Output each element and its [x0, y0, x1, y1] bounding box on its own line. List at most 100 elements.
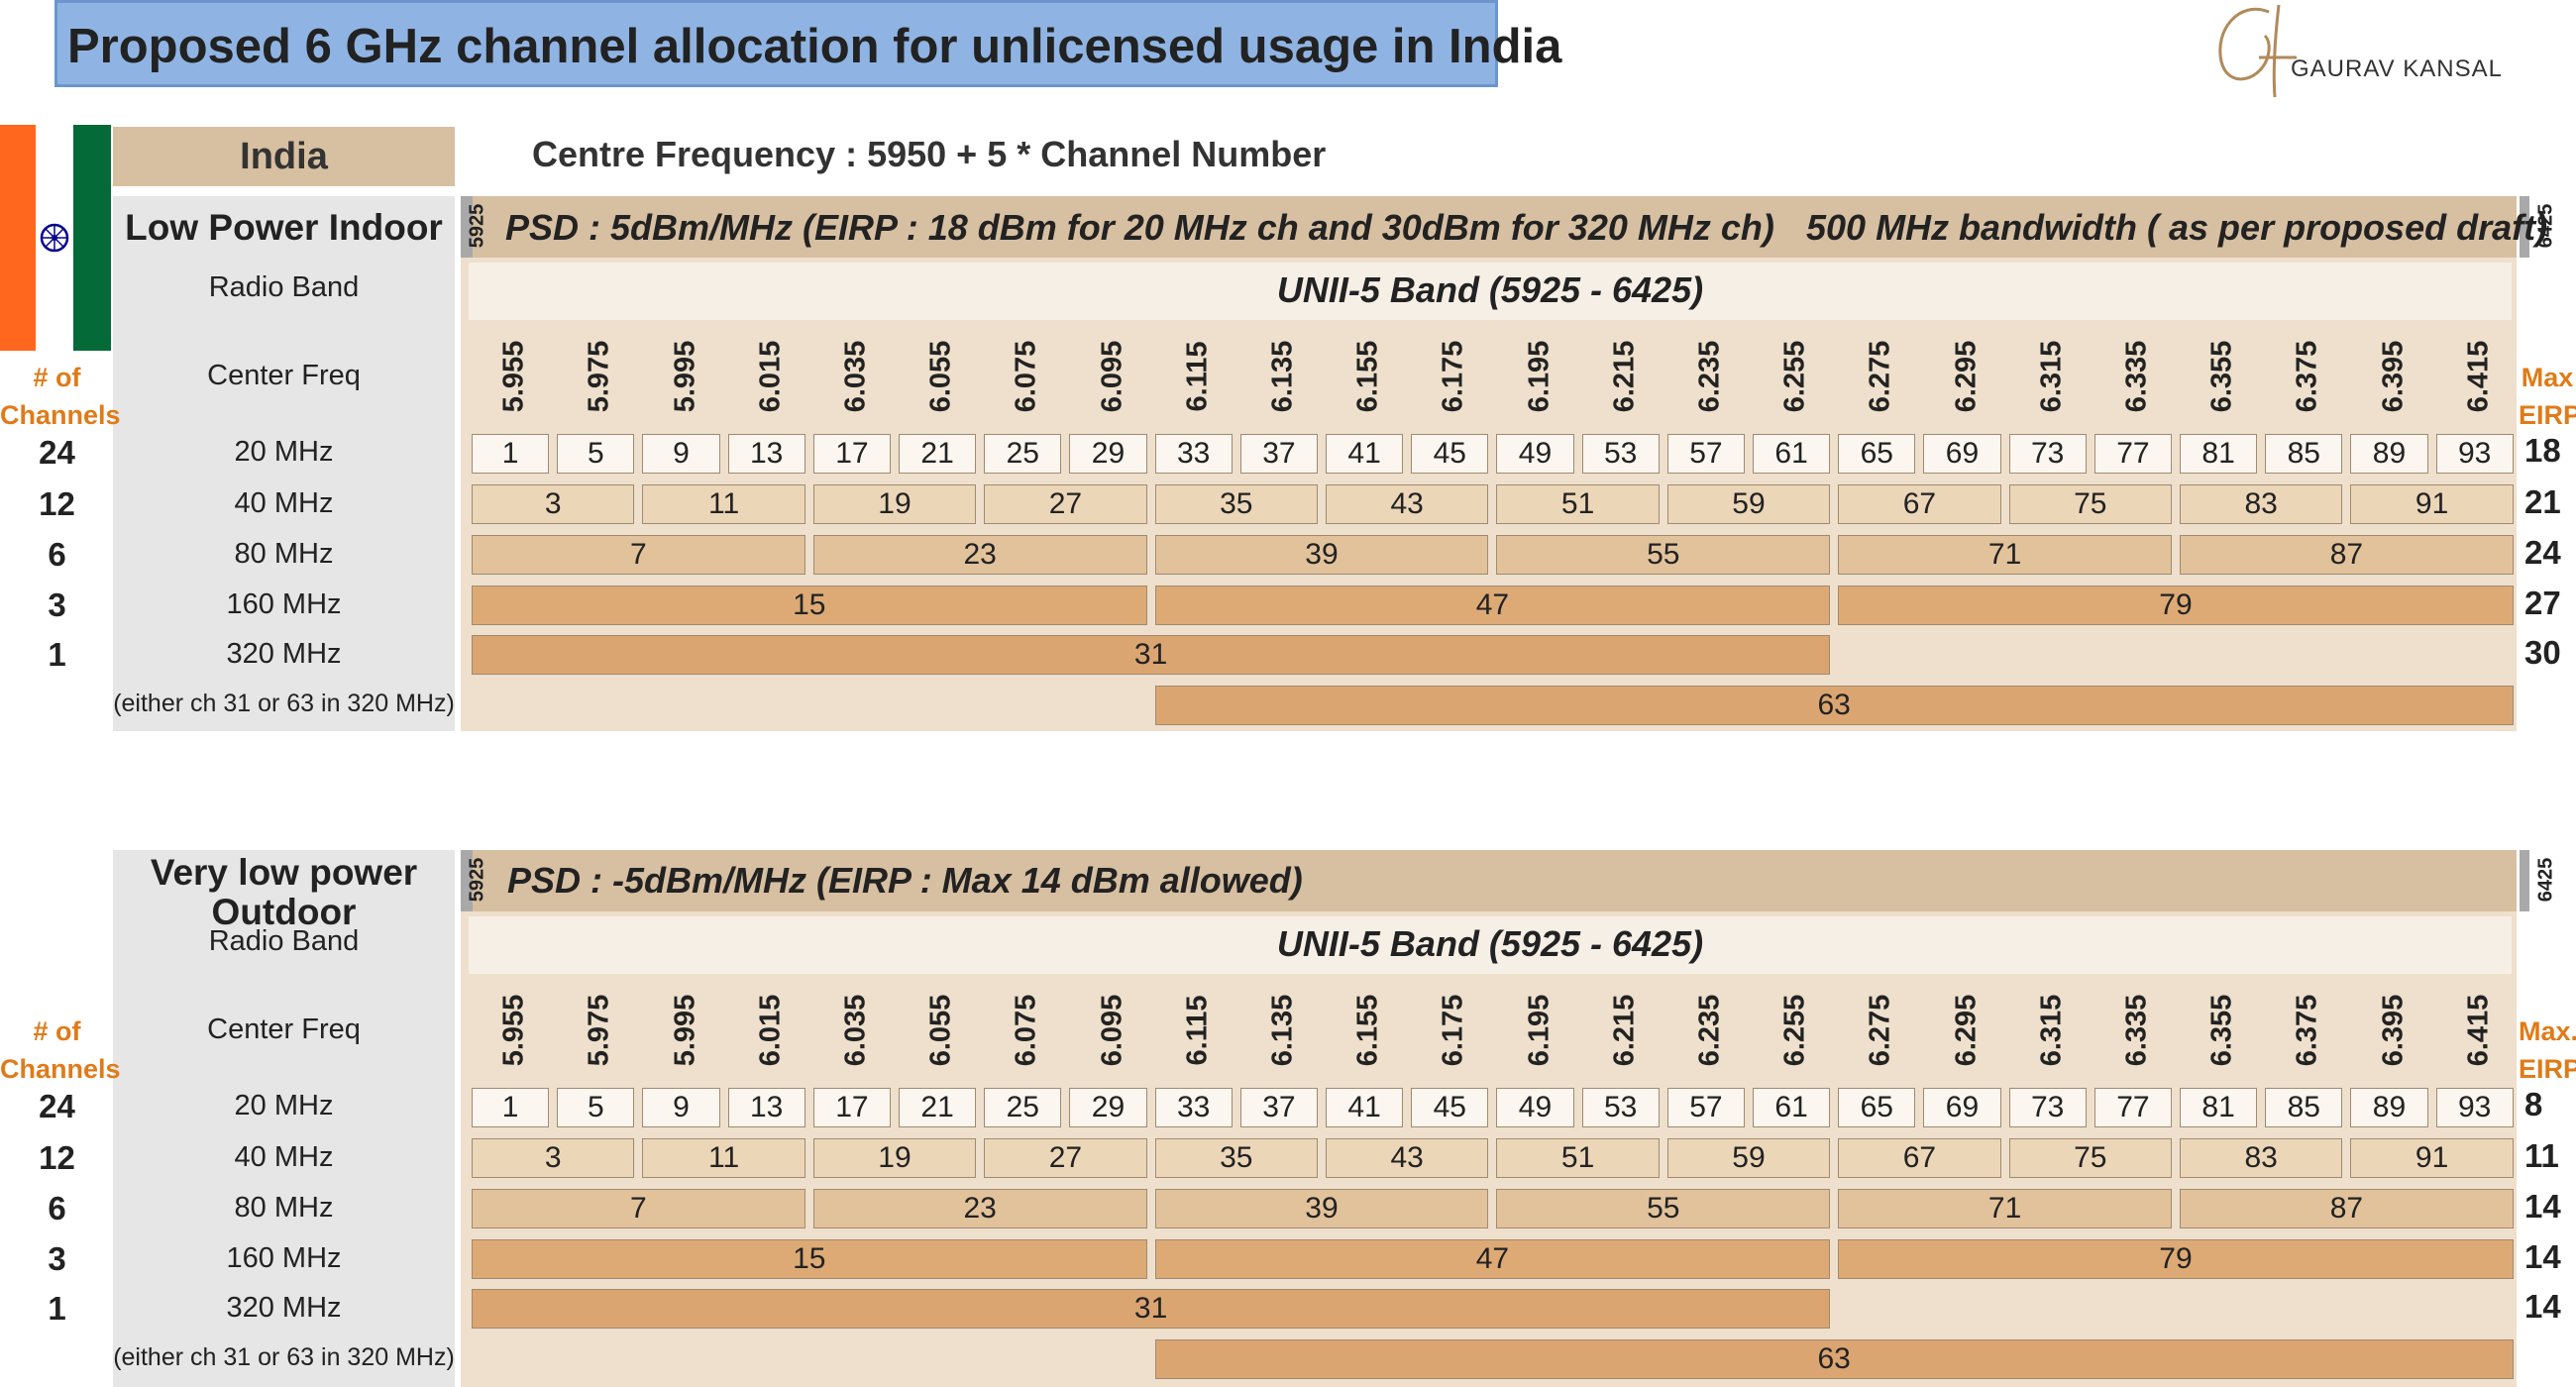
row-label-radio_band: Radio Band: [208, 925, 360, 957]
channel-count: 24: [39, 434, 75, 471]
channel-count-label-1: # of: [33, 363, 81, 392]
channel-20mhz: 5: [557, 434, 635, 474]
center-freq-label: 6.095: [1096, 994, 1127, 1067]
center-freq-label: 6.175: [1437, 994, 1469, 1067]
center-freq-label: 6.335: [2120, 994, 2153, 1067]
max-eirp-label-2: EIRP: [2519, 1054, 2576, 1084]
channel-320mhz: 31: [472, 1289, 1831, 1329]
channel-20mhz: 1: [472, 434, 550, 474]
channel-20mhz: 77: [2093, 1088, 2172, 1127]
center-freq-label: 6.215: [1608, 994, 1641, 1067]
channel-40mhz: 51: [1496, 1138, 1660, 1178]
channel-20mhz: 29: [1069, 1088, 1147, 1127]
row-label-mhz40: 40 MHz: [234, 487, 334, 519]
center-freq-label: 6.235: [1693, 994, 1726, 1067]
channel-20mhz: 25: [984, 434, 1062, 474]
channel-320mhz-alt: 63: [1154, 1339, 2514, 1379]
channel-20mhz: 37: [1239, 434, 1318, 474]
center-freq-label: 6.215: [1608, 340, 1641, 413]
channel-40mhz: 11: [642, 484, 805, 524]
center-freq-label: 6.415: [2462, 340, 2495, 413]
channel-20mhz: 53: [1581, 1088, 1660, 1127]
center-freq-label: 6.135: [1266, 340, 1299, 413]
channel-20mhz: 13: [727, 434, 805, 474]
channel-20mhz: 33: [1154, 1088, 1233, 1127]
channel-20mhz: 89: [2350, 434, 2428, 474]
channel-40mhz: 75: [2008, 1138, 2172, 1178]
band-name-bar: [469, 916, 2512, 974]
ashoka-chakra-icon: [40, 223, 69, 253]
channel-count-label-1: # of: [33, 1016, 81, 1046]
row-label-center_freq: Center Freq: [207, 360, 361, 391]
band-end-marker: [2520, 850, 2529, 911]
channel-20mhz: 37: [1239, 1088, 1318, 1127]
center-freq-label: 6.355: [2205, 994, 2238, 1067]
psd-text: PSD : -5dBm/MHz (EIRP : Max 14 dBm allow…: [507, 860, 1303, 901]
channel-40mhz: 59: [1666, 1138, 1831, 1178]
row-label-mhz20: 20 MHz: [234, 436, 334, 468]
channel-count: 12: [39, 485, 75, 522]
channel-20mhz: 21: [899, 434, 977, 474]
channel-20mhz: 21: [899, 1088, 977, 1127]
channel-80mhz: 71: [1838, 1189, 2172, 1228]
row-label-mhz320: 320 MHz: [226, 1292, 342, 1324]
channel-20mhz: 93: [2435, 1088, 2514, 1127]
channel-80mhz: 23: [812, 535, 1147, 575]
band-start-marker: [461, 850, 473, 911]
channel-80mhz: 7: [472, 535, 805, 575]
center-freq-label: 6.255: [1778, 340, 1811, 413]
centre-frequency-formula: Centre Frequency : 5950 + 5 * Channel Nu…: [532, 134, 1327, 174]
channel-20mhz: 53: [1581, 434, 1660, 474]
page-title: Proposed 6 GHz channel allocation for un…: [54, 0, 1561, 87]
center-freq-label: 6.135: [1266, 994, 1299, 1067]
center-freq-label: 5.975: [583, 340, 615, 413]
center-freq-label: 6.355: [2205, 340, 2238, 413]
channel-20mhz: 89: [2350, 1088, 2428, 1127]
author-name: GAURAV KANSAL: [2291, 55, 2503, 82]
center-freq-label: 6.115: [1181, 995, 1214, 1066]
channel-count-label-2: Channels: [0, 400, 121, 430]
channel-20mhz: 49: [1496, 434, 1574, 474]
channel-80mhz: 23: [812, 1189, 1147, 1228]
channel-40mhz: 11: [642, 1138, 805, 1178]
channel-20mhz: 17: [812, 434, 891, 474]
channel-count: 12: [39, 1139, 75, 1176]
max-eirp-label-2: EIRP: [2519, 400, 2576, 430]
channel-20mhz: 61: [1753, 1088, 1831, 1127]
channel-40mhz: 27: [984, 1138, 1147, 1178]
channel-40mhz: 35: [1154, 1138, 1318, 1178]
max-eirp-value: 8: [2524, 1086, 2543, 1122]
flag-saffron-stripe: [0, 125, 36, 351]
channel-40mhz: 3: [472, 1138, 635, 1178]
channel-20mhz: 9: [642, 1088, 720, 1127]
channel-80mhz: 39: [1154, 1189, 1489, 1228]
channel-20mhz: 65: [1838, 434, 1916, 474]
channel-160mhz: 15: [472, 1239, 1147, 1279]
channel-count-label-2: Channels: [0, 1054, 121, 1084]
max-eirp-value: 21: [2524, 483, 2561, 520]
center-freq-label: 6.195: [1523, 994, 1555, 1067]
channel-80mhz: 55: [1496, 535, 1831, 575]
psd-text: PSD : 5dBm/MHz (EIRP : 18 dBm for 20 MHz…: [505, 207, 1774, 248]
center-freq-label: 5.955: [497, 340, 530, 413]
row-label-mhz80: 80 MHz: [234, 538, 334, 570]
band-name: UNII-5 Band (5925 - 6425): [1276, 269, 1704, 310]
band-name: UNII-5 Band (5925 - 6425): [1276, 923, 1704, 964]
max-eirp-value: 14: [2524, 1288, 2561, 1325]
channel-40mhz: 59: [1666, 484, 1831, 524]
channel-20mhz: 9: [642, 434, 720, 474]
row-label-either: (either ch 31 or 63 in 320 MHz): [113, 1343, 455, 1371]
channel-40mhz: 91: [2350, 1138, 2514, 1178]
channel-count: 1: [48, 1290, 66, 1327]
channel-20mhz: 77: [2093, 434, 2172, 474]
channel-40mhz: 27: [984, 484, 1147, 524]
country-label-box: India: [113, 127, 455, 186]
channel-20mhz: 13: [727, 1088, 805, 1127]
left-label-panel: [113, 196, 455, 731]
channel-80mhz: 7: [472, 1189, 805, 1228]
row-label-center_freq: Center Freq: [207, 1014, 361, 1045]
channel-80mhz: 71: [1838, 535, 2172, 575]
india-flag: [0, 125, 111, 351]
channel-160mhz: 79: [1838, 586, 2514, 625]
channel-40mhz: 19: [812, 1138, 977, 1178]
